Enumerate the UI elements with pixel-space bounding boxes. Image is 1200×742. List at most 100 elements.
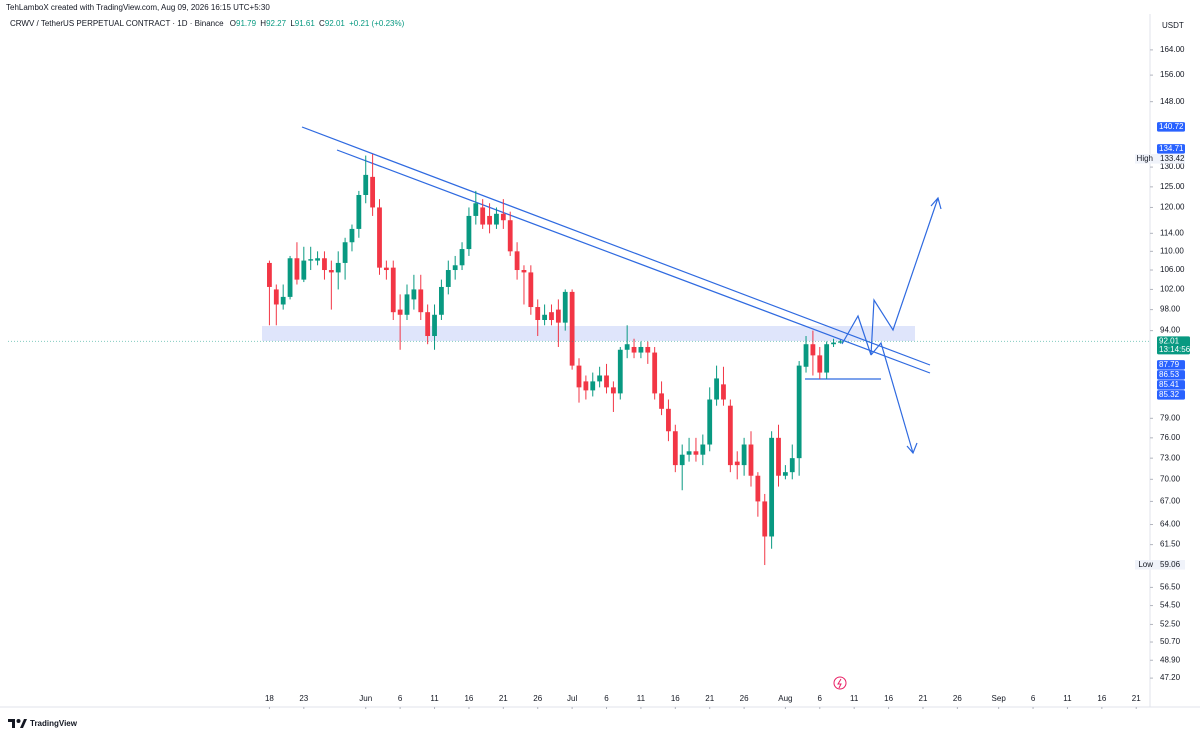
x-tick-label: 26 xyxy=(533,694,542,703)
x-tick-label: 26 xyxy=(953,694,962,703)
candle-body xyxy=(294,258,300,280)
x-tick-label: 16 xyxy=(884,694,893,703)
legend-field: H xyxy=(260,19,266,28)
price-label-box xyxy=(1157,144,1185,154)
candle-body xyxy=(425,312,431,337)
candle-body xyxy=(418,289,424,313)
candle-body xyxy=(562,291,568,323)
y-tick-label: 67.00 xyxy=(1160,497,1181,506)
legend: CRWV / TetherUS PERPETUAL CONTRACT · 1D … xyxy=(10,19,405,28)
drawings xyxy=(262,126,942,455)
candle-body xyxy=(645,346,651,353)
candle-body xyxy=(762,501,768,537)
price-label-box xyxy=(1157,380,1185,390)
x-tick-label: Sep xyxy=(992,694,1007,703)
candle-body xyxy=(617,349,623,394)
candle-body xyxy=(411,289,417,300)
y-tick-label: 54.50 xyxy=(1160,601,1181,610)
candle-body xyxy=(377,207,382,268)
y-tick-label: 114.00 xyxy=(1160,228,1184,237)
candle-body xyxy=(301,260,307,280)
zone xyxy=(262,326,915,341)
candle-body xyxy=(686,451,692,455)
candle-body xyxy=(287,258,293,297)
candle-body xyxy=(322,258,327,271)
candle-body xyxy=(521,270,527,273)
candle-body xyxy=(439,286,444,315)
y-tick-label: 52.50 xyxy=(1160,620,1181,629)
candle-body xyxy=(769,437,775,537)
price-label-box xyxy=(1157,390,1185,400)
candle-body xyxy=(838,341,843,343)
y-tick-label: 73.00 xyxy=(1160,453,1181,462)
candle-body xyxy=(404,294,410,315)
legend-value: 91.79 xyxy=(236,19,257,28)
x-tick-label: Jun xyxy=(359,694,372,703)
candle-body xyxy=(776,437,781,476)
candle-body xyxy=(652,352,658,394)
y-tick-label: 148.00 xyxy=(1160,97,1185,106)
projection-down xyxy=(870,341,914,454)
marker-value: 133.42 xyxy=(1160,154,1185,163)
candle-body xyxy=(335,262,341,273)
candle-body xyxy=(280,296,286,305)
countdown: 13:14:56 xyxy=(1159,345,1191,354)
candle-body xyxy=(273,289,279,305)
currency-label: USDT xyxy=(1162,21,1184,30)
price-label: 86.53 xyxy=(1159,370,1180,379)
y-tick-label: 56.50 xyxy=(1160,582,1181,591)
last-price: 92.01 xyxy=(1159,337,1180,346)
price-label: 85.32 xyxy=(1159,390,1180,399)
candle-body xyxy=(693,451,699,455)
brand: TradingView xyxy=(30,719,78,728)
trendline xyxy=(336,149,931,374)
candle-body xyxy=(583,381,589,391)
candle-body xyxy=(349,228,355,243)
y-tick-label: 164.00 xyxy=(1160,45,1185,54)
x-tick-label: 21 xyxy=(705,694,714,703)
arrow-head xyxy=(906,442,918,455)
event-icon xyxy=(833,676,847,690)
y-tick-label: 50.70 xyxy=(1160,637,1181,646)
y-tick-label: 102.00 xyxy=(1160,285,1185,294)
candle-body xyxy=(590,381,596,391)
candle-body xyxy=(714,378,719,400)
candle-body xyxy=(542,314,548,321)
marker-box xyxy=(1135,154,1185,164)
candle-body xyxy=(514,251,520,271)
marker-name: High xyxy=(1137,154,1153,163)
candle-body xyxy=(328,270,334,273)
x-tick-label: 11 xyxy=(1063,694,1072,703)
last-price-box xyxy=(1157,336,1190,355)
price-label: 85.41 xyxy=(1159,380,1180,389)
x-tick-label: 23 xyxy=(299,694,308,703)
candle-body xyxy=(363,174,369,195)
candle-body xyxy=(831,342,836,345)
logo-mark xyxy=(8,719,15,728)
candle-body xyxy=(755,475,761,502)
y-tick-label: 98.00 xyxy=(1160,305,1181,314)
legend-symbol: CRWV / TetherUS PERPETUAL CONTRACT · 1D … xyxy=(10,19,224,28)
price-label: 134.71 xyxy=(1159,144,1184,153)
y-tick-label: 106.00 xyxy=(1160,265,1185,274)
candle-body xyxy=(267,262,272,287)
y-tick-label: 47.20 xyxy=(1160,673,1181,682)
legend-value: 92.01 xyxy=(325,19,346,28)
y-tick-label: 79.00 xyxy=(1160,413,1181,422)
legend-field: O xyxy=(230,19,236,28)
candle-body xyxy=(432,314,437,337)
candle-body xyxy=(549,312,554,321)
candle-body xyxy=(383,267,389,271)
candle-body xyxy=(817,355,823,373)
candle-body xyxy=(308,259,314,261)
candle-body xyxy=(494,213,499,225)
logo-mark xyxy=(16,719,21,723)
candle-body xyxy=(535,307,541,321)
candles xyxy=(267,153,843,566)
candle-body xyxy=(390,267,396,313)
candle-body xyxy=(480,207,486,225)
candle-body xyxy=(555,309,561,323)
candle-body xyxy=(528,272,534,308)
x-tick-label: 21 xyxy=(1132,694,1141,703)
x-tick-label: 16 xyxy=(1097,694,1106,703)
